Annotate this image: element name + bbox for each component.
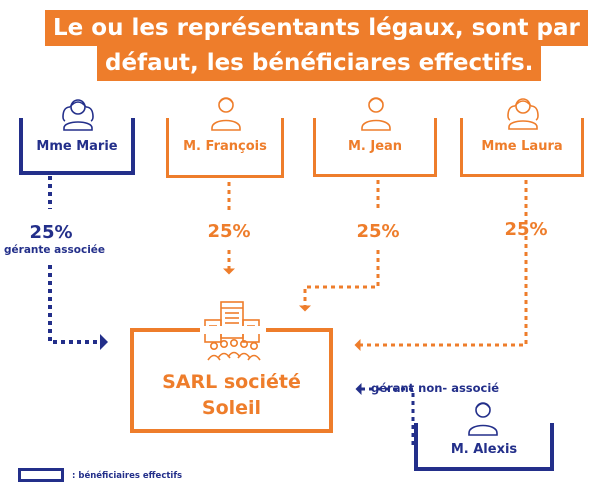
label-francois: M. François: [183, 139, 267, 154]
box-alexis: [414, 423, 554, 471]
box-marie: [19, 118, 135, 175]
pct-marie: 25%: [29, 222, 73, 243]
man-avatar-icon: [211, 97, 241, 131]
pct-laura: 25%: [504, 219, 548, 240]
company-name-line-2: Soleil: [201, 397, 262, 419]
note-marie: gérante associée: [4, 244, 106, 256]
title-line-2: défaut, les bénéficiares effectifs.: [97, 45, 542, 81]
title-line-1: Le ou les représentants légaux, sont par: [45, 10, 588, 46]
woman-avatar-icon: [62, 99, 94, 131]
box-laura: [460, 118, 584, 177]
label-jean: M. Jean: [347, 139, 403, 154]
connector-alexis: [355, 383, 415, 445]
legend-text: : bénéficiaires effectifs: [72, 471, 183, 481]
label-laura: Mme Laura: [481, 139, 563, 154]
company-name-line-1: SARL société: [162, 371, 301, 393]
pct-francois: 25%: [207, 221, 251, 242]
label-marie: Mme Marie: [36, 139, 118, 154]
pct-jean: 25%: [356, 221, 400, 242]
note-alexis: gérant non- associé: [371, 381, 500, 395]
man-avatar-icon: [468, 402, 498, 436]
company-box-gap: [200, 326, 266, 334]
box-jean: [313, 118, 437, 177]
connector-marie: [48, 265, 108, 350]
man-avatar-icon: [361, 97, 391, 131]
box-francois: [166, 118, 284, 178]
connector-jean: [299, 250, 380, 312]
label-alexis: M. Alexis: [450, 442, 518, 457]
connector-laura: [354, 180, 528, 351]
woman-avatar-icon: [507, 98, 539, 130]
legend-swatch: [18, 468, 64, 482]
